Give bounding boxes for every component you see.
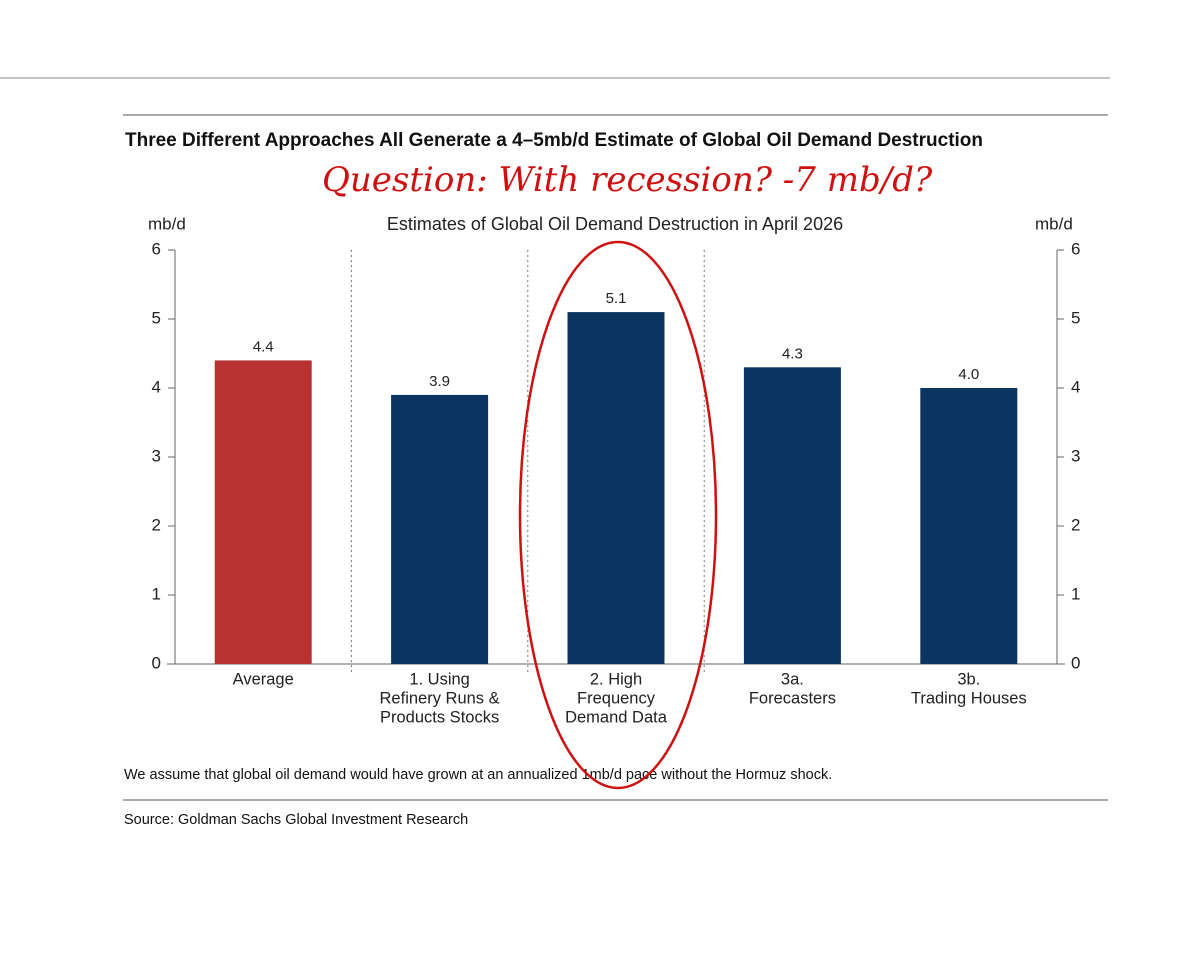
x-tick-label: Products Stocks xyxy=(380,708,499,726)
value-label: 5.1 xyxy=(606,290,627,307)
bar xyxy=(391,394,489,664)
chart-note: We assume that global oil demand would h… xyxy=(124,767,833,783)
y2-tick-label: 6 xyxy=(1071,239,1080,258)
value-label: 4.0 xyxy=(958,366,979,383)
y2-tick-label: 1 xyxy=(1071,584,1080,603)
y-tick-label: 5 xyxy=(152,308,161,327)
y2-tick-label: 0 xyxy=(1071,653,1080,672)
chart-source: Source: Goldman Sachs Global Investment … xyxy=(124,812,469,828)
annotation: Question: With recession? -7 mb/d? xyxy=(322,160,933,200)
y-tick-label: 0 xyxy=(152,653,161,672)
x-tick-label: 2. High xyxy=(590,670,642,688)
y-axis-label: mb/d xyxy=(148,214,186,233)
y2-tick-label: 2 xyxy=(1071,515,1080,534)
bar xyxy=(743,367,841,664)
x-tick-label: Refinery Runs & xyxy=(380,689,500,707)
x-tick-label: 1. Using xyxy=(409,670,470,688)
x-tick-label: Frequency xyxy=(577,689,656,707)
x-tick-label: 3b. xyxy=(957,670,980,688)
x-tick-label: Trading Houses xyxy=(911,689,1027,707)
y-tick-label: 2 xyxy=(152,515,161,534)
chart-subtitle: Estimates of Global Oil Demand Destructi… xyxy=(387,214,843,234)
y-tick-label: 6 xyxy=(152,239,161,258)
y-tick-label: 3 xyxy=(152,446,161,465)
y-tick-label: 1 xyxy=(152,584,161,603)
value-label: 4.4 xyxy=(253,338,274,355)
x-tick-label: 3a. xyxy=(781,670,804,688)
y-tick-label: 4 xyxy=(152,377,161,396)
y2-tick-label: 5 xyxy=(1071,308,1080,327)
y2-tick-label: 3 xyxy=(1071,446,1080,465)
x-tick-label: Average xyxy=(233,670,294,688)
bar xyxy=(214,360,312,664)
y2-tick-label: 4 xyxy=(1071,377,1080,396)
chart-title: Three Different Approaches All Generate … xyxy=(125,130,984,151)
x-tick-label: Demand Data xyxy=(565,708,668,726)
bar xyxy=(920,388,1018,664)
bar xyxy=(567,312,665,664)
plot-area: 0 1 2 3 4 5 6 0 1 2 3 4 5 6 Average 4.4 1. UsingRefinery… xyxy=(152,239,1081,726)
value-label: 4.3 xyxy=(782,345,803,362)
y2-axis-label: mb/d xyxy=(1035,214,1073,233)
highlight-ellipse xyxy=(518,240,718,790)
x-tick-label: Forecasters xyxy=(749,689,836,707)
value-label: 3.9 xyxy=(429,373,450,390)
